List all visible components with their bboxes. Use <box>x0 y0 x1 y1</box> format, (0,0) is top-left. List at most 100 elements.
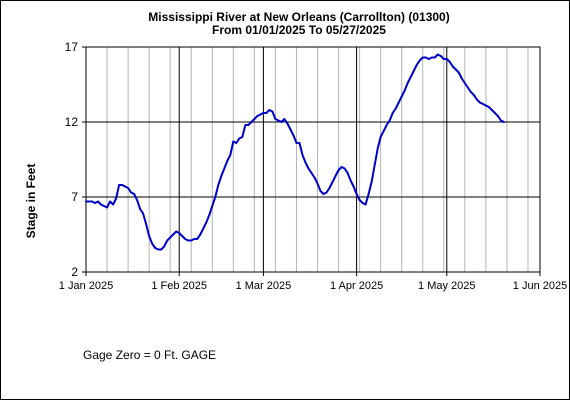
data-point-2025-03-25 <box>334 175 337 177</box>
data-point-2025-01-17 <box>133 193 136 195</box>
data-point-2025-02-02 <box>181 235 184 237</box>
data-point-2025-05-04 <box>454 68 457 71</box>
data-point-2025-01-09 <box>109 200 111 203</box>
data-point-2025-05-12 <box>479 101 481 104</box>
data-point-2025-04-24 <box>424 56 427 59</box>
data-point-2025-02-21 <box>238 137 241 140</box>
data-point-2025-04-01 <box>355 193 358 195</box>
data-point-2025-02-22 <box>241 136 244 138</box>
data-point-2025-04-25 <box>427 58 430 60</box>
data-point-2025-03-28 <box>343 167 346 170</box>
data-point-2025-01-31 <box>175 230 178 233</box>
data-point-2025-05-16 <box>491 109 493 111</box>
data-point-2025-01-16 <box>130 191 133 194</box>
data-point-2025-03-02 <box>265 112 268 114</box>
data-point-2025-01-14 <box>124 185 126 188</box>
x-tick-label-0: 1 Jan 2025 <box>59 280 113 292</box>
data-point-2025-03-23 <box>328 187 331 189</box>
data-point-2025-01-20 <box>142 212 145 215</box>
data-point-2025-05-14 <box>485 104 487 107</box>
data-point-2025-02-06 <box>193 238 196 240</box>
y-tick-label-0: 2 <box>71 265 78 279</box>
data-point-2025-05-15 <box>488 106 490 108</box>
data-point-2025-05-06 <box>460 77 463 80</box>
data-point-2025-05-18 <box>497 115 499 117</box>
data-point-2025-04-22 <box>418 59 421 62</box>
data-point-2025-03-24 <box>331 181 334 183</box>
data-point-2025-02-09 <box>202 227 205 230</box>
data-point-2025-01-23 <box>151 242 154 245</box>
data-point-2025-05-01 <box>445 58 448 60</box>
data-point-2025-02-01 <box>178 232 181 234</box>
data-point-2025-03-14 <box>301 154 304 156</box>
data-point-2025-04-27 <box>433 56 436 59</box>
data-point-2025-04-19 <box>409 76 412 78</box>
chart-title: Mississippi River at New Orleans (Carrol… <box>148 10 449 24</box>
data-point-2025-03-29 <box>346 172 349 174</box>
data-point-2025-05-10 <box>473 94 475 96</box>
data-point-2025-04-29 <box>439 55 442 57</box>
data-point-2025-05-07 <box>463 82 466 84</box>
data-point-2025-01-30 <box>172 233 175 236</box>
x-tick-label-4: 1 May 2025 <box>418 280 475 292</box>
data-point-2025-02-13 <box>214 196 217 198</box>
data-point-2025-01-27 <box>163 245 166 248</box>
data-point-2025-04-12 <box>388 119 391 122</box>
tick-labels: 1 Jan 2025 1 Feb 2025 1 Mar 2025 1 Apr 2025… <box>59 40 567 292</box>
data-point-2025-05-13 <box>482 103 484 105</box>
data-point-2025-04-11 <box>385 124 388 126</box>
data-point-2025-03-03 <box>268 109 271 111</box>
data-point-2025-03-13 <box>298 142 301 144</box>
data-point-2025-02-28 <box>259 113 262 116</box>
data-point-2025-03-19 <box>316 182 319 185</box>
data-point-2025-01-12 <box>118 184 120 186</box>
data-point-2025-02-14 <box>217 184 220 186</box>
data-point-2025-04-14 <box>394 107 397 110</box>
data-point-2025-04-15 <box>397 101 400 104</box>
y-axis-label: Stage in Feet <box>24 164 38 239</box>
data-point-2025-01-24 <box>154 247 157 249</box>
data-point-2025-04-20 <box>412 70 415 72</box>
data-point-2025-03-18 <box>313 176 316 179</box>
data-point-2025-01-10 <box>112 203 114 206</box>
x-tick-label-1: 1 Feb 2025 <box>151 280 207 292</box>
data-point-2025-01-18 <box>136 199 139 201</box>
data-point-2025-03-16 <box>307 167 310 170</box>
data-point-2025-04-23 <box>421 56 424 59</box>
gage-zero-note: Gage Zero = 0 Ft. GAGE <box>83 348 217 362</box>
data-point-2025-05-20 <box>503 121 505 123</box>
data-point-2025-01-29 <box>169 236 172 239</box>
data-point-2025-01-07 <box>103 205 105 207</box>
data-point-2025-03-09 <box>286 122 289 125</box>
data-point-2025-03-15 <box>304 161 307 164</box>
axes <box>82 46 541 276</box>
data-point-2025-01-19 <box>139 208 142 210</box>
data-point-2025-04-08 <box>376 148 379 150</box>
data-point-2025-01-05 <box>97 200 99 203</box>
data-point-2025-03-06 <box>277 119 280 122</box>
data-point-2025-03-01 <box>262 112 265 114</box>
y-tick-label-2: 12 <box>65 115 79 129</box>
data-point-2025-02-18 <box>229 154 232 156</box>
data-point-2025-01-22 <box>148 235 151 237</box>
data-point-2025-04-10 <box>382 130 385 132</box>
gridlines <box>86 47 540 272</box>
data-point-2025-03-27 <box>340 166 343 168</box>
data-point-2025-04-17 <box>403 89 406 92</box>
data-point-2025-01-01 <box>85 200 87 203</box>
data-point-2025-03-07 <box>280 121 283 123</box>
data-point-2025-01-25 <box>157 248 160 251</box>
data-point-2025-02-11 <box>208 214 211 216</box>
data-point-2025-04-06 <box>370 181 373 183</box>
x-tick-label-3: 1 Apr 2025 <box>330 280 383 292</box>
data-point-2025-02-16 <box>223 167 226 170</box>
data-point-2025-02-24 <box>247 124 250 126</box>
data-point-2025-04-13 <box>391 112 394 114</box>
data-point-2025-01-15 <box>127 187 129 189</box>
data-point-2025-03-04 <box>271 110 274 113</box>
data-point-2025-04-03 <box>361 202 364 204</box>
data-point-2025-02-27 <box>256 115 259 117</box>
data-point-2025-05-05 <box>457 71 460 74</box>
plot-area-border <box>85 46 541 273</box>
